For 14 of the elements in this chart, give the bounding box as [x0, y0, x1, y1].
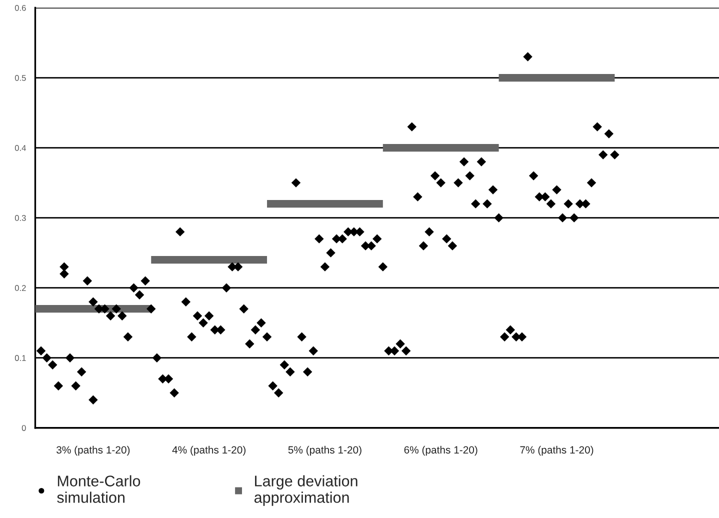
y-tick-label: 0.4 [14, 145, 26, 151]
x-tick-label: 6% (paths 1-20) [404, 446, 478, 456]
legend-label: Large deviation approximation [254, 475, 358, 506]
x-tick-label: 4% (paths 1-20) [172, 446, 246, 456]
legend-label: Monte-Carlo simulation [57, 475, 140, 503]
y-tick-label: 0.6 [14, 4, 26, 11]
x-tick-label: 7% (paths 1-20) [520, 446, 594, 456]
x-tick-label: 5% (paths 1-20) [288, 446, 362, 456]
y-tick-label: 0.5 [14, 74, 26, 81]
y-tick-label: 0.3 [14, 215, 26, 221]
y-tick-label: 0.1 [14, 355, 26, 361]
y-tick-label: 0 [22, 425, 26, 431]
y-tick-label: 0.2 [14, 285, 26, 291]
x-tick-label: 3% (paths 1-20) [56, 446, 130, 456]
